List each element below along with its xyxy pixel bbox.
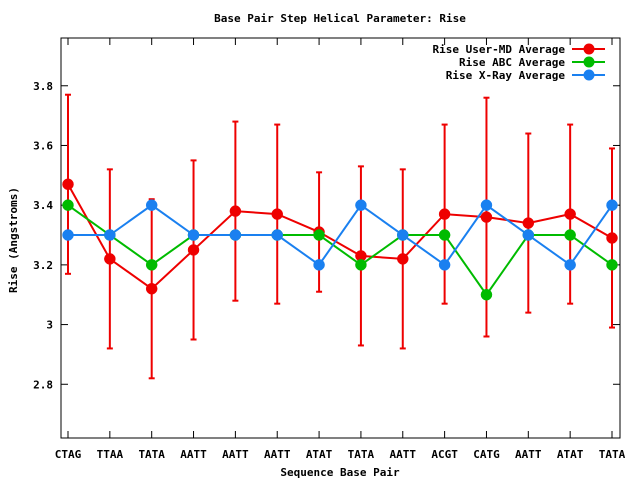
data-point	[397, 253, 409, 265]
y-axis-label: Rise (Angstroms)	[7, 187, 20, 293]
data-point	[606, 232, 618, 244]
x-tick-label: AATT	[515, 448, 542, 461]
data-point	[355, 259, 367, 271]
x-axis-label: Sequence Base Pair	[280, 466, 400, 479]
data-point	[229, 229, 242, 241]
y-tick-label: 2.8	[33, 378, 53, 391]
data-point	[145, 282, 158, 295]
x-tick-label: AATT	[390, 448, 417, 461]
data-point	[606, 199, 618, 211]
series-line	[67, 204, 613, 297]
data-point	[62, 229, 74, 241]
data-point	[480, 288, 493, 301]
data-point	[564, 208, 576, 220]
data-point	[438, 259, 451, 271]
data-point	[564, 229, 576, 241]
y-tick-label: 3.4	[33, 199, 53, 212]
data-point	[522, 229, 535, 241]
series-line	[68, 203, 613, 267]
data-point	[62, 199, 74, 211]
legend-marker	[583, 69, 595, 81]
data-point	[438, 229, 451, 241]
x-tick-label: AATT	[180, 448, 207, 461]
data-point	[438, 208, 451, 220]
data-point	[564, 259, 576, 271]
data-point	[480, 199, 493, 211]
legend-label: Rise X-Ray Average	[446, 69, 566, 82]
data-point	[229, 205, 242, 217]
series-layer	[62, 93, 618, 380]
x-tick-label: AATT	[264, 448, 291, 461]
legend-label: Rise User-MD Average	[433, 43, 566, 56]
data-point	[271, 208, 283, 220]
x-tick-label: ACGT	[431, 448, 458, 461]
series-line	[67, 183, 613, 291]
x-tick-label: AATT	[222, 448, 249, 461]
data-point	[187, 229, 200, 241]
legend-marker	[583, 43, 595, 55]
y-tick-label: 3.6	[33, 139, 53, 152]
legend-marker	[583, 56, 595, 68]
x-tick-label: CATG	[473, 448, 500, 461]
y-tick-label: 3.2	[33, 259, 53, 272]
data-point	[522, 217, 535, 229]
x-tick-label: TATA	[138, 448, 165, 461]
y-tick-label: 3	[46, 319, 53, 332]
legend-label: Rise ABC Average	[459, 56, 565, 69]
x-tick-label: TATA	[599, 448, 626, 461]
data-point	[606, 259, 618, 271]
x-tick-label: ATAT	[306, 448, 333, 461]
data-point	[480, 211, 493, 223]
series-3-points	[62, 199, 618, 271]
data-point	[355, 199, 367, 211]
plot-area	[60, 37, 621, 439]
x-tick-label: TTAA	[97, 448, 124, 461]
chart-title: Base Pair Step Helical Parameter: Rise	[214, 12, 466, 25]
data-point	[271, 229, 283, 241]
data-point	[104, 253, 116, 265]
series-3	[68, 203, 613, 267]
data-point	[187, 244, 200, 256]
data-point	[313, 259, 325, 271]
data-point	[62, 178, 74, 191]
y-tick-label: 3.8	[33, 80, 53, 93]
data-point	[397, 229, 409, 241]
x-tick-label: ATAT	[557, 448, 584, 461]
x-tick-label: CTAG	[55, 448, 82, 461]
plot-frame	[60, 37, 621, 439]
series-2	[67, 204, 613, 297]
data-point	[313, 229, 325, 241]
data-point	[104, 229, 116, 241]
x-axis: CTAG TTAA TATA AATT AATT AATT ATAT TATA AATT ACGT…	[55, 38, 626, 461]
data-point	[145, 259, 158, 271]
x-tick-label: TATA	[348, 448, 375, 461]
data-point	[145, 199, 158, 211]
